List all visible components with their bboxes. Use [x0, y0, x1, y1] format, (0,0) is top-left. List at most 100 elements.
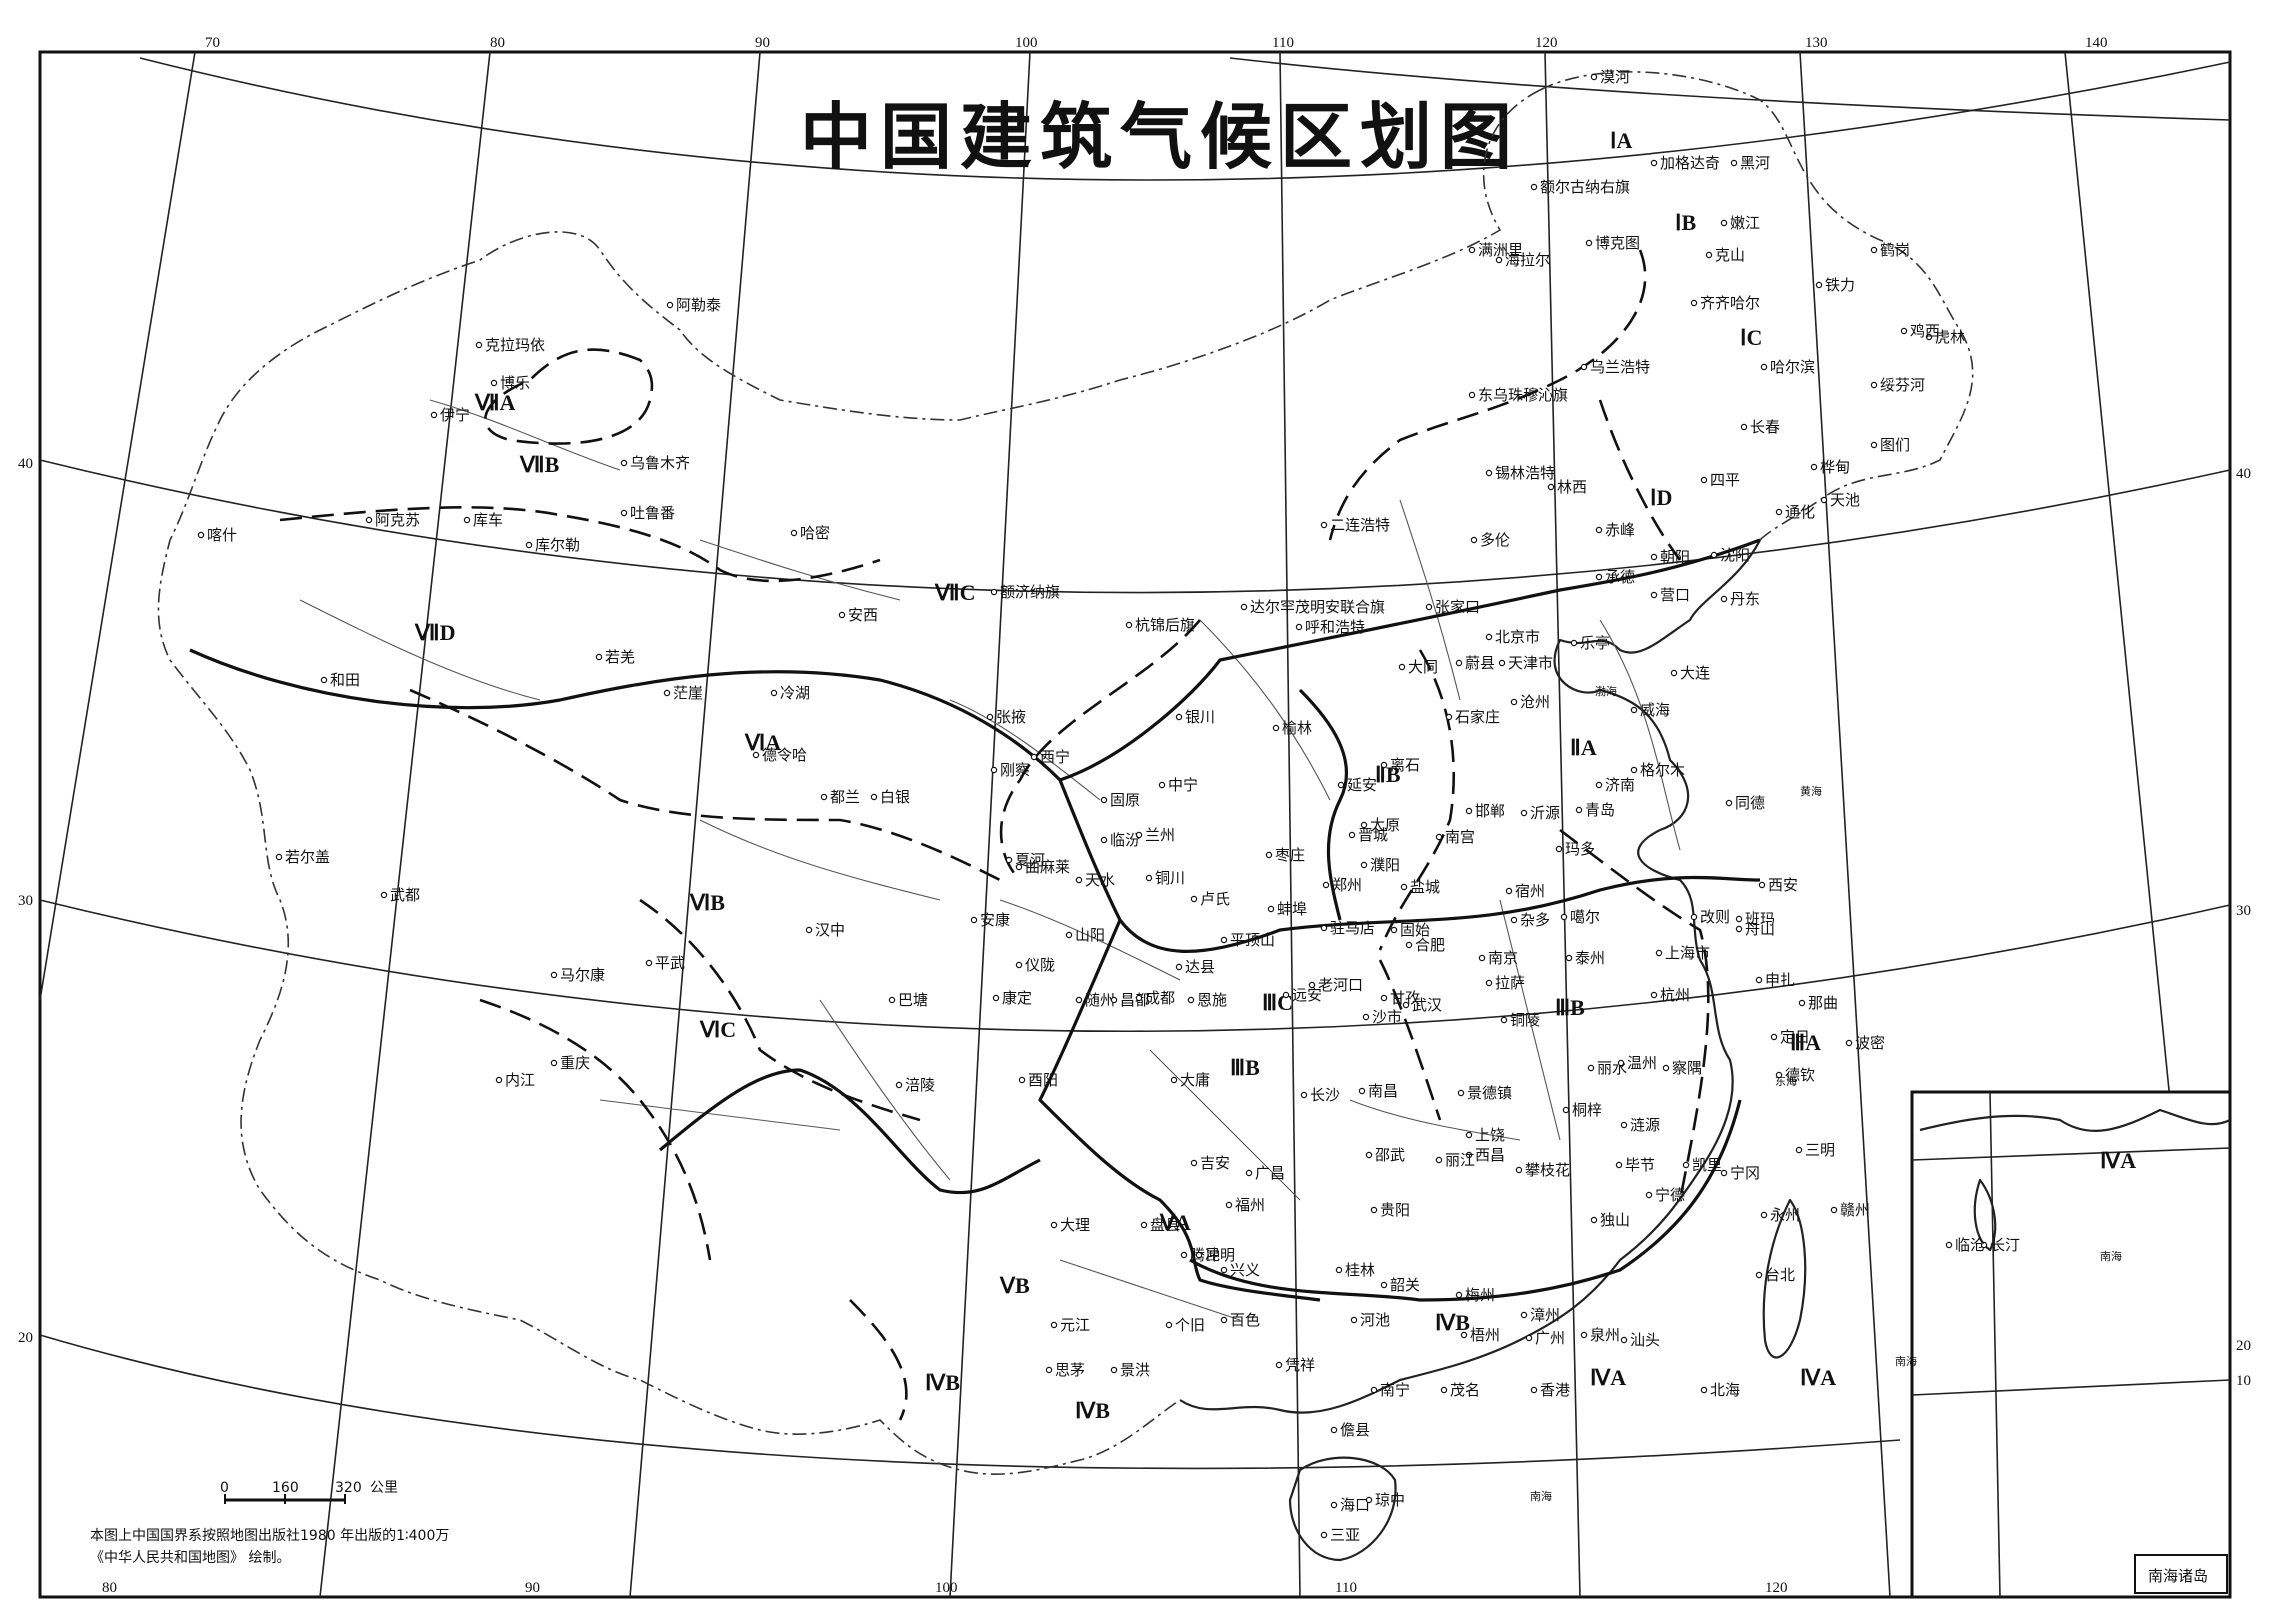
city-marker: [1655, 949, 1663, 957]
zone-label: ⅠA: [1610, 128, 1632, 153]
zone-label: ⅣA: [1590, 1365, 1626, 1390]
city-marker: [770, 689, 778, 697]
city-marker: [805, 926, 813, 934]
city-marker: [1005, 856, 1013, 864]
city-label: 宿州: [1515, 882, 1545, 900]
city-label: 博乐: [500, 374, 530, 392]
city-label: 博克图: [1595, 234, 1640, 252]
city-label: 昌都: [1120, 991, 1150, 1009]
city-label: 驻马店: [1330, 919, 1375, 937]
city-label: 中宁: [1168, 776, 1198, 794]
scale-bar: 0 160 320 公里: [220, 1480, 398, 1504]
city-label: 四平: [1710, 471, 1740, 489]
city-label: 三明: [1805, 1141, 1835, 1159]
city-marker: [1018, 1076, 1026, 1084]
city-marker: [1590, 1216, 1598, 1224]
city-marker: [986, 713, 994, 721]
city-label: 吐鲁番: [630, 504, 675, 522]
city-label: 漠河: [1600, 68, 1630, 86]
city-marker: [1510, 916, 1518, 924]
city-label: 固原: [1110, 791, 1140, 809]
city-label: 河池: [1360, 1311, 1390, 1329]
lat-tick: 40: [2236, 466, 2251, 482]
city-marker: [1470, 536, 1478, 544]
city-label: 班玛: [1745, 910, 1775, 928]
city-marker: [1402, 1001, 1410, 1009]
city-label: 邵武: [1375, 1146, 1405, 1164]
city-label: 晋城: [1358, 826, 1388, 844]
city-marker: [1555, 845, 1563, 853]
city-label: 西宁: [1040, 748, 1070, 766]
city-marker: [1360, 861, 1368, 869]
zone-label: ⅣB: [1075, 1398, 1110, 1423]
city-marker: [1798, 999, 1806, 1007]
city-marker: [1265, 851, 1273, 859]
city-label: 山阳: [1075, 926, 1105, 944]
city-label: 鸡西: [1910, 322, 1940, 340]
city-label: 白银: [880, 788, 910, 806]
city-marker: [1720, 595, 1728, 603]
city-marker: [1620, 1336, 1628, 1344]
city-label: 天津市: [1508, 654, 1553, 672]
city-marker: [1735, 915, 1743, 923]
city-marker: [1050, 1321, 1058, 1329]
lon-tick: 110: [1272, 35, 1294, 51]
lon-tick: 130: [1805, 35, 1828, 51]
city-marker: [1595, 526, 1603, 534]
city-label: 营口: [1660, 586, 1690, 604]
city-label: 拉萨: [1495, 974, 1525, 992]
city-label: 铜陵: [1510, 1011, 1540, 1029]
province-lines: [299, 399, 1681, 1321]
city-marker: [1845, 1039, 1853, 1047]
sea-label: 南海: [1895, 1354, 1917, 1368]
zone-label: ⅡB: [1375, 762, 1401, 787]
zone-label: ⅠB: [1675, 210, 1696, 235]
city-marker: [1140, 1221, 1148, 1229]
city-marker: [1485, 979, 1493, 987]
city-marker: [1720, 1169, 1728, 1177]
city-label: 上饶: [1475, 1126, 1505, 1144]
city-label: 申扎: [1765, 971, 1795, 989]
city-marker: [320, 676, 328, 684]
city-marker: [895, 1081, 903, 1089]
lat-tick: 10: [2236, 1373, 2251, 1389]
city-marker: [1580, 1331, 1588, 1339]
city-marker: [1485, 469, 1493, 477]
city-label: 武都: [390, 886, 420, 904]
city-marker: [1158, 781, 1166, 789]
city-marker: [1720, 219, 1728, 227]
city-label: 杭州: [1660, 986, 1690, 1004]
bottom-longitude-labels: 80 90 100 110 120 110: [102, 1580, 2017, 1596]
graticule-meridians: [39, 51, 2181, 1598]
city-marker: [1565, 954, 1573, 962]
city-label: 固始: [1400, 921, 1430, 939]
city-label: 个旧: [1175, 1316, 1205, 1334]
city-label: 重庆: [560, 1054, 590, 1072]
city-label: 安西: [848, 606, 878, 624]
city-label: 和田: [330, 671, 360, 689]
city-label: 内江: [505, 1071, 535, 1089]
city-marker: [1465, 1151, 1473, 1159]
city-marker: [1690, 299, 1698, 307]
city-marker: [1267, 905, 1275, 913]
city-label: 西安: [1768, 876, 1798, 894]
lon-tick: 110: [1335, 1580, 1357, 1596]
map-note-line-1: 本图上中国国界系按照地图出版社1980 年出版的1∶400万: [90, 1528, 449, 1544]
city-label: 安康: [980, 911, 1010, 929]
city-marker: [1815, 281, 1823, 289]
city-label: 沂源: [1530, 804, 1560, 822]
latitude-labels: 40 30 20 40 30 20 10: [18, 456, 2251, 1389]
city-label: 温州: [1627, 1054, 1657, 1072]
coastline: [1179, 539, 1761, 1414]
city-marker: [365, 516, 373, 524]
city-marker: [1575, 806, 1583, 814]
city-label: 枣庄: [1275, 846, 1305, 864]
city-marker: [870, 793, 878, 801]
city-marker: [1760, 1211, 1768, 1219]
city-marker: [380, 891, 388, 899]
city-marker: [666, 301, 674, 309]
map-title: 中国建筑气候区划图: [800, 94, 1520, 179]
lat-tick: 30: [2236, 903, 2251, 919]
city-marker: [1225, 1201, 1233, 1209]
lat-tick: 40: [18, 456, 33, 472]
